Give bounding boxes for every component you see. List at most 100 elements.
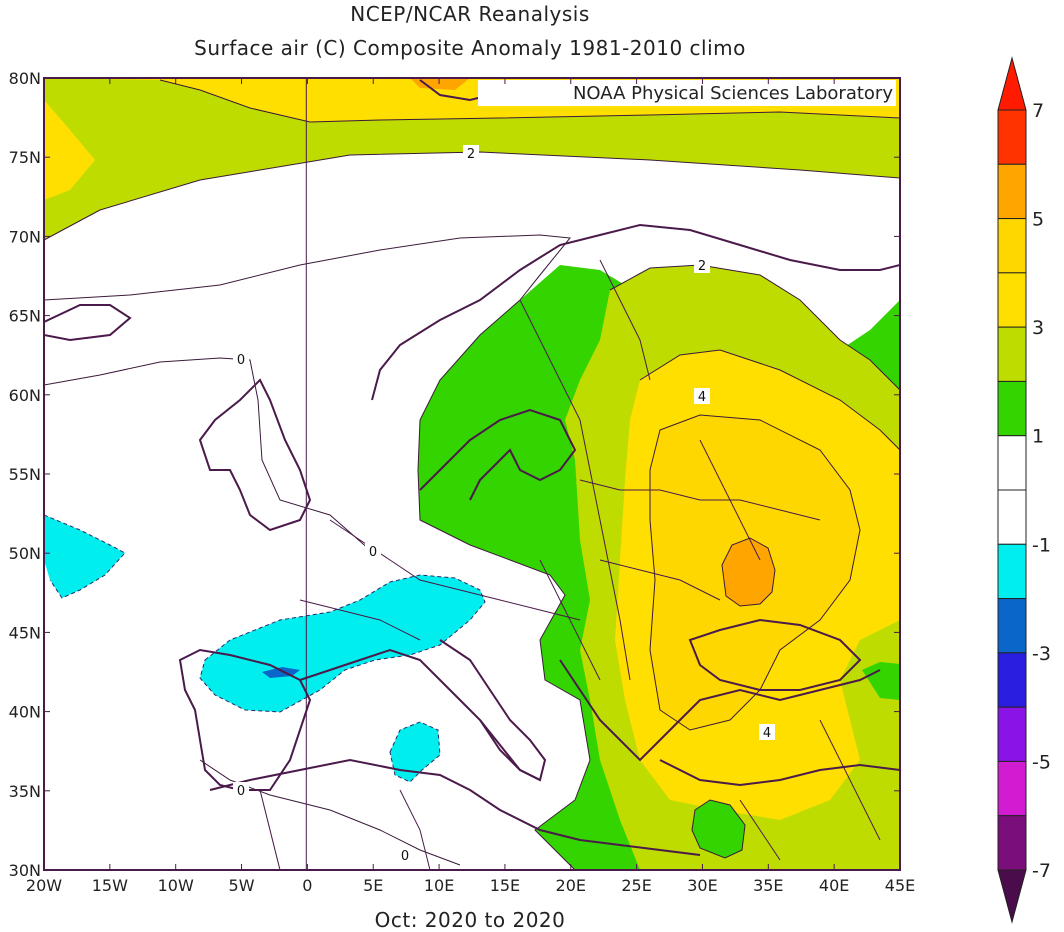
coastline-balkans-greece bbox=[559, 659, 881, 762]
contour-label-group: 2 2 0 4 0 4 0 0 bbox=[233, 145, 775, 864]
watermark-text: NOAA Physical Sciences Laboratory bbox=[573, 83, 893, 104]
coastline-black-sea bbox=[688, 618, 862, 691]
x-tick-label: 5E bbox=[363, 876, 383, 895]
contour-label: 4 bbox=[698, 390, 706, 405]
y-tick-label: 60N bbox=[9, 386, 41, 405]
contour-label: 0 bbox=[237, 784, 245, 799]
contour-line bbox=[44, 514, 126, 599]
anomaly-band-neg1-to-neg2-atlantic bbox=[44, 515, 125, 598]
anomaly-band-0-west bbox=[44, 235, 590, 870]
colorbar-swatch bbox=[997, 326, 1027, 382]
colorbar-label: 5 bbox=[1032, 209, 1044, 231]
x-tick-label: 20E bbox=[556, 876, 586, 895]
anomaly-band-5-to-6-arctic bbox=[410, 78, 470, 90]
x-tick-label: 5W bbox=[229, 876, 255, 895]
contour-line bbox=[649, 414, 861, 731]
colorbar-swatch bbox=[997, 380, 1027, 437]
colorbar-swatch bbox=[997, 489, 1027, 545]
colorbar-swatch bbox=[997, 760, 1027, 817]
axis-ticks: 20W 15W 10W 5W 0 5E 10E 15E 20E 25E 30E 35E 40E 45E 80… bbox=[9, 69, 916, 895]
contour-line bbox=[389, 721, 441, 783]
negative-contour-lines bbox=[44, 514, 486, 783]
colorbar-label: 1 bbox=[1032, 426, 1044, 448]
colorbar-swatch bbox=[997, 598, 1027, 654]
colorbar-swatch bbox=[997, 109, 1027, 165]
colorbar-label: 3 bbox=[1032, 317, 1044, 339]
y-tick-label: 80N bbox=[9, 69, 41, 88]
coastlines bbox=[44, 79, 900, 856]
anomaly-band-5-to-6-ukraine bbox=[722, 538, 775, 606]
x-tick-label: 20W bbox=[26, 876, 62, 895]
y-tick-label: 45N bbox=[9, 623, 41, 642]
x-tick-label: 10W bbox=[158, 876, 194, 895]
x-tick-label: 35E bbox=[753, 876, 783, 895]
contour-line bbox=[199, 574, 486, 713]
y-tick-label: 40N bbox=[9, 703, 41, 722]
border-line bbox=[519, 299, 631, 681]
y-tick-label: 30N bbox=[9, 861, 41, 880]
border-line bbox=[259, 789, 281, 870]
coastline-italy bbox=[439, 639, 547, 782]
border-line bbox=[399, 789, 431, 870]
coastline-north-africa bbox=[209, 758, 701, 856]
anomaly-band-neg1-to-neg2-sardinia bbox=[390, 722, 440, 782]
coastline-baltic bbox=[419, 408, 577, 501]
anomaly-band-1-to-2-caspian bbox=[862, 662, 900, 700]
x-tick-label: 15E bbox=[490, 876, 520, 895]
colorbar-label: 7 bbox=[1032, 100, 1044, 122]
contour-line bbox=[44, 234, 591, 870]
contour-label: 0 bbox=[237, 353, 245, 368]
x-tick-label: 40E bbox=[819, 876, 849, 895]
border-line bbox=[819, 719, 881, 841]
contour-line bbox=[691, 799, 746, 859]
y-tick-label: 55N bbox=[9, 465, 41, 484]
coastline-france-med bbox=[299, 648, 541, 781]
colorbar-swatch bbox=[997, 815, 1027, 871]
time-period-label: Oct: 2020 to 2020 bbox=[374, 908, 566, 932]
y-tick-label: 50N bbox=[9, 544, 41, 563]
map-subtitle: Surface air (C) Composite Anomaly 1981-2… bbox=[194, 36, 746, 60]
contour-line bbox=[639, 349, 900, 451]
border-line bbox=[539, 559, 601, 681]
coastline-turkey bbox=[659, 759, 900, 787]
border-line bbox=[739, 799, 781, 861]
y-tick-label: 70N bbox=[9, 227, 41, 246]
x-tick-label: 25E bbox=[621, 876, 651, 895]
anomaly-band-3-to-4-greenland bbox=[44, 100, 95, 200]
border-line bbox=[299, 599, 421, 641]
contour-lines bbox=[44, 79, 900, 870]
border-line bbox=[599, 559, 721, 601]
border-line bbox=[579, 479, 821, 521]
y-tick-label: 65N bbox=[9, 307, 41, 326]
map-field bbox=[44, 78, 900, 870]
colorbar-bottom-arrow bbox=[997, 869, 1027, 924]
colorbar-swatch bbox=[997, 218, 1027, 274]
coastline-iceland bbox=[44, 304, 132, 342]
contour-label: 2 bbox=[467, 147, 475, 162]
colorbar-label: -3 bbox=[1032, 643, 1051, 665]
contour-label: 4 bbox=[763, 726, 771, 741]
contour-line bbox=[199, 759, 461, 866]
colorbar: 7 5 3 1 -1 -3 -5 -7 bbox=[997, 56, 1051, 924]
contour-label: 0 bbox=[401, 849, 409, 864]
contour-line bbox=[721, 537, 776, 607]
x-tick-label: 0 bbox=[302, 876, 312, 895]
colorbar-swatch bbox=[997, 272, 1027, 328]
colorbar-label: -7 bbox=[1032, 860, 1051, 882]
y-tick-label: 75N bbox=[9, 148, 41, 167]
contour-line bbox=[44, 151, 900, 241]
anomaly-band-2-to-3-arctic bbox=[44, 78, 900, 240]
x-tick-label: 10E bbox=[424, 876, 454, 895]
x-tick-label: 45E bbox=[885, 876, 915, 895]
border-line bbox=[699, 439, 761, 561]
colorbar-swatch bbox=[997, 652, 1027, 708]
colorbar-swatch bbox=[997, 435, 1027, 491]
x-tick-label: 15W bbox=[92, 876, 128, 895]
coastline-british-isles bbox=[198, 378, 312, 532]
anomaly-band-1-to-2-middle-east bbox=[692, 800, 745, 858]
map-title: NCEP/NCAR Reanalysis bbox=[350, 2, 590, 26]
contour-line bbox=[44, 357, 371, 551]
contour-line bbox=[609, 264, 900, 391]
colorbar-label: -1 bbox=[1032, 534, 1051, 556]
